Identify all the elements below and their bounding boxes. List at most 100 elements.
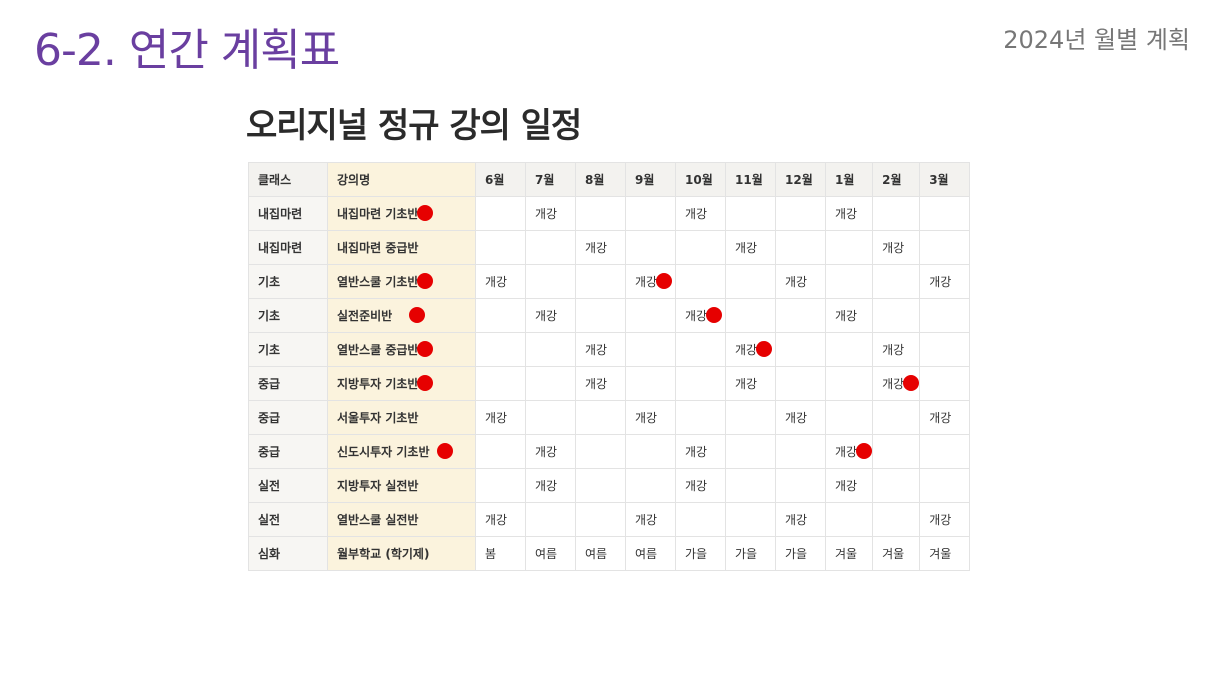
month-cell [625, 468, 676, 503]
month-cell: 개강 [872, 366, 921, 401]
month-cell [675, 366, 726, 401]
month-cell: 개강 [525, 196, 576, 231]
month-cell [872, 298, 921, 333]
month-cell: 겨울 [872, 536, 921, 571]
month-cell [525, 230, 576, 265]
month-cell [725, 264, 776, 299]
header-name: 강의명 [327, 162, 476, 197]
header-class: 클래스 [248, 162, 328, 197]
month-cell [775, 230, 826, 265]
month-cell: 개강 [625, 264, 676, 299]
month-cell [675, 230, 726, 265]
header-month: 7월 [525, 162, 576, 197]
month-cell: 봄 [475, 536, 526, 571]
slide-title: 6-2. 연간 계획표 [34, 25, 340, 76]
month-cell: 개강 [475, 264, 526, 299]
course-name-cell: 열반스쿨 중급반 [327, 332, 476, 367]
schedule-body: 내집마련 내집마련 기초반 개강 개강 개강 내집마련 내집마련 중급반 개강 개강 개강 기초 열반… [248, 196, 971, 571]
month-cell [475, 196, 526, 231]
table-row: 심화 월부학교 (학기제) 봄 여름 여름 여름 가을 가을 가을 겨울 겨울 겨울 [248, 536, 971, 571]
month-cell [475, 366, 526, 401]
month-cell: 개강 [675, 298, 726, 333]
month-cell [675, 264, 726, 299]
month-cell [775, 332, 826, 367]
month-cell [872, 434, 921, 469]
month-cell: 개강 [725, 366, 776, 401]
month-cell: 개강 [824, 196, 874, 231]
course-name-cell: 신도시투자 기초반 [327, 434, 476, 469]
table-row: 실전 지방투자 실전반 개강 개강 개강 [248, 468, 971, 503]
month-cell: 개강 [775, 400, 826, 435]
month-cell: 개강 [824, 434, 874, 469]
red-dot-marker [417, 205, 434, 222]
month-cell: 개강 [824, 298, 874, 333]
course-name-cell: 서울투자 기초반 [327, 400, 476, 435]
month-cell [919, 230, 971, 265]
month-cell [919, 196, 971, 231]
class-cell: 내집마련 [248, 230, 328, 265]
schedule-heading: 오리지널 정규 강의 일정 [246, 106, 582, 146]
class-cell: 실전 [248, 468, 328, 503]
month-cell: 개강 [625, 502, 676, 537]
month-cell [575, 434, 626, 469]
month-cell: 개강 [675, 468, 726, 503]
month-cell [575, 298, 626, 333]
table-row: 내집마련 내집마련 기초반 개강 개강 개강 [248, 196, 971, 231]
month-cell [625, 434, 676, 469]
month-cell [919, 332, 971, 367]
class-cell: 기초 [248, 264, 328, 299]
month-cell [872, 502, 921, 537]
class-cell: 중급 [248, 434, 328, 469]
month-cell [525, 400, 576, 435]
month-cell: 개강 [919, 264, 971, 299]
month-cell [725, 502, 776, 537]
course-name-cell: 실전준비반 [327, 298, 476, 333]
month-cell: 개강 [475, 502, 526, 537]
month-cell: 개강 [625, 400, 676, 435]
month-cell [919, 366, 971, 401]
course-name-cell: 월부학교 (학기제) [327, 536, 476, 571]
month-cell [775, 196, 826, 231]
red-dot-marker [417, 341, 434, 358]
month-cell [525, 502, 576, 537]
month-cell: 개강 [872, 332, 921, 367]
month-cell [725, 400, 776, 435]
schedule-header: 클래스 강의명 6월 7월 8월 9월 10월 11월 12월 1월 2월 3월 [248, 162, 971, 197]
month-cell [919, 434, 971, 469]
month-cell [775, 434, 826, 469]
course-name-cell: 열반스쿨 기초반 [327, 264, 476, 299]
month-cell [824, 502, 874, 537]
month-cell [475, 230, 526, 265]
month-cell [872, 196, 921, 231]
month-cell: 여름 [625, 536, 676, 571]
month-cell [919, 298, 971, 333]
month-cell [725, 434, 776, 469]
month-cell: 겨울 [919, 536, 971, 571]
table-row: 중급 지방투자 기초반 개강 개강 개강 [248, 366, 971, 401]
class-cell: 실전 [248, 502, 328, 537]
month-cell [824, 332, 874, 367]
course-name-cell: 내집마련 중급반 [327, 230, 476, 265]
month-cell: 개강 [725, 332, 776, 367]
course-name-cell: 열반스쿨 실전반 [327, 502, 476, 537]
month-cell: 개강 [919, 502, 971, 537]
header-month: 10월 [675, 162, 726, 197]
month-cell [675, 400, 726, 435]
class-cell: 내집마련 [248, 196, 328, 231]
class-cell: 기초 [248, 298, 328, 333]
header-month: 1월 [824, 162, 874, 197]
month-cell [625, 298, 676, 333]
month-cell [919, 468, 971, 503]
month-cell [775, 468, 826, 503]
month-cell [475, 298, 526, 333]
course-name-cell: 내집마련 기초반 [327, 196, 476, 231]
class-cell: 중급 [248, 366, 328, 401]
month-cell [725, 468, 776, 503]
table-row: 중급 서울투자 기초반 개강 개강 개강 개강 [248, 400, 971, 435]
month-cell [525, 264, 576, 299]
month-cell [824, 366, 874, 401]
red-dot-marker [417, 375, 434, 392]
month-cell: 개강 [575, 230, 626, 265]
month-cell: 개강 [919, 400, 971, 435]
course-name-cell: 지방투자 실전반 [327, 468, 476, 503]
